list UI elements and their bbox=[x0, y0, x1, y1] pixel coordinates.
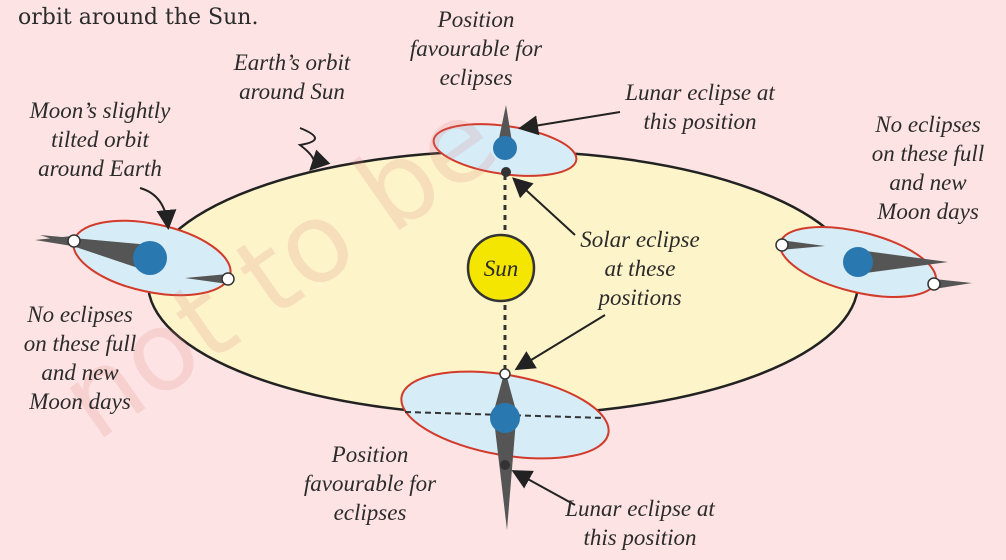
label-line: and new bbox=[41, 360, 119, 385]
label-line: Solar eclipse bbox=[580, 227, 699, 252]
label-line: Lunar eclipse at bbox=[564, 496, 715, 521]
arrow bbox=[139, 187, 177, 230]
arrow bbox=[512, 177, 576, 236]
label-line: and new bbox=[889, 170, 967, 195]
label-line: eclipses bbox=[334, 500, 407, 525]
intro-text: orbit around the Sun. bbox=[18, 5, 258, 30]
label-line: No eclipses bbox=[26, 302, 132, 327]
label-line: favourable for bbox=[410, 36, 543, 61]
label-line: this position bbox=[583, 525, 696, 550]
label-line: Position bbox=[437, 7, 515, 32]
label-line: positions bbox=[596, 285, 681, 310]
label-line: Position bbox=[331, 442, 409, 467]
label-line: around Sun bbox=[239, 79, 345, 104]
arrow bbox=[514, 314, 606, 371]
sun-label: Sun bbox=[484, 256, 519, 281]
label-line: Lunar eclipse at bbox=[624, 80, 775, 105]
left-system bbox=[35, 219, 235, 297]
label-line: on these full bbox=[872, 141, 984, 166]
arrow bbox=[518, 111, 621, 136]
right-system bbox=[775, 226, 972, 298]
label-line: Moon’s slightly bbox=[29, 98, 172, 123]
label-line: at these bbox=[605, 256, 676, 281]
label-line: tilted orbit bbox=[51, 127, 149, 152]
label-line: on these full bbox=[24, 331, 136, 356]
label-line: this position bbox=[643, 109, 756, 134]
label-line: Earth’s orbit bbox=[233, 50, 351, 75]
label-line: No eclipses bbox=[874, 112, 980, 137]
label-line: around Earth bbox=[38, 156, 162, 181]
label-line: eclipses bbox=[440, 65, 513, 90]
label-line: Moon days bbox=[876, 199, 979, 224]
arrow bbox=[511, 470, 576, 506]
top-system bbox=[432, 105, 578, 177]
label-line: Moon days bbox=[28, 389, 131, 414]
bottom-system bbox=[400, 368, 610, 530]
label-line: favourable for bbox=[304, 471, 437, 496]
arrow bbox=[297, 127, 331, 171]
sun bbox=[466, 233, 536, 303]
